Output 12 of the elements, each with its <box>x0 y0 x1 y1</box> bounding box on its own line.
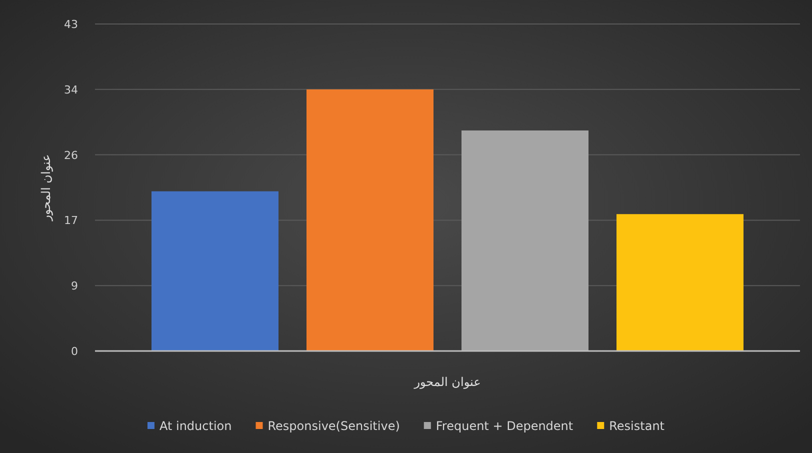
legend-label: At induction <box>159 419 232 433</box>
y-tick-label: 0 <box>71 345 78 358</box>
y-tick-label: 34 <box>64 83 78 96</box>
y-axis-title: عنوان المحور <box>39 154 53 222</box>
legend-label: Frequent + Dependent <box>436 419 574 433</box>
y-tick-label: 26 <box>64 148 78 162</box>
y-tick-label: 9 <box>71 280 78 293</box>
y-tick-label: 17 <box>64 214 78 228</box>
x-axis-title: عنوان المحور <box>413 375 481 389</box>
y-tick-label: 43 <box>64 18 78 31</box>
legend-label: Responsive(Sensitive) <box>268 419 400 433</box>
legend-label: Resistant <box>609 419 665 433</box>
